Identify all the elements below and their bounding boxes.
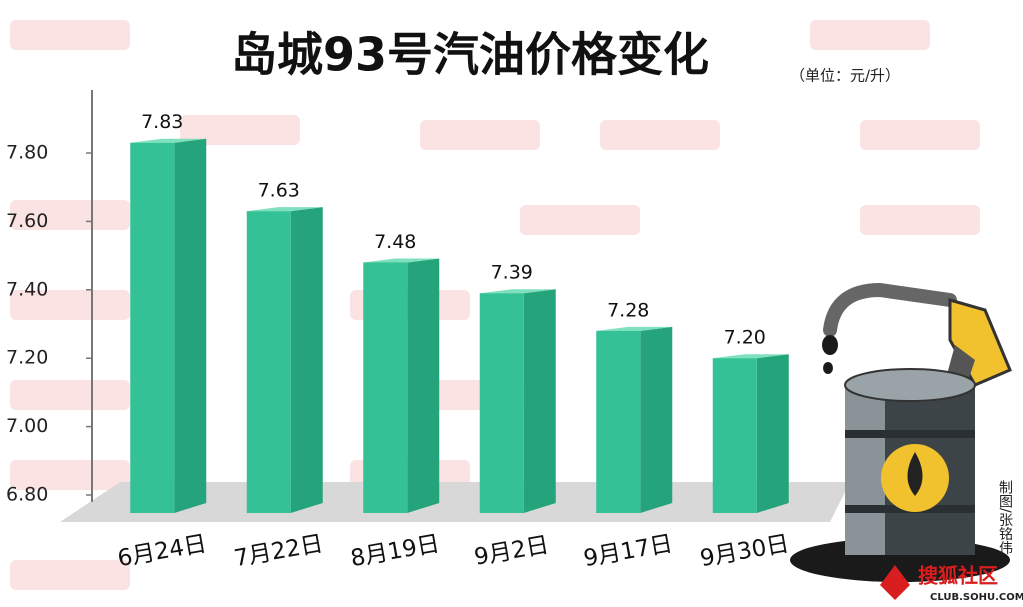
bar-side <box>174 138 207 514</box>
y-tick-label: 7.00 <box>6 415 48 437</box>
logo-text: 搜狐社区 <box>918 564 998 588</box>
y-tick-label: 7.20 <box>6 347 48 369</box>
bar-top <box>363 258 440 263</box>
y-tick-label: 7.40 <box>6 278 48 300</box>
bar <box>246 211 291 513</box>
bar-top <box>246 207 323 212</box>
chart-title: 岛城93号汽油价格变化 <box>231 28 709 82</box>
bar-side <box>756 354 789 513</box>
bar-top <box>479 289 556 294</box>
bar-top <box>712 354 789 359</box>
bar <box>596 330 641 513</box>
bar-side <box>523 289 556 513</box>
bar-side <box>290 207 323 513</box>
oil-barrel-illustration <box>790 282 1012 582</box>
credit: 制图/张铭伟 <box>997 480 1013 555</box>
bar-side <box>407 258 440 513</box>
chart-subtitle: （单位：元/升） <box>790 67 900 85</box>
y-tick-label: 7.80 <box>6 142 48 164</box>
bar <box>363 262 408 513</box>
bar <box>712 358 757 513</box>
value-label: 7.63 <box>258 180 300 202</box>
bar-top <box>130 138 207 143</box>
value-label: 7.83 <box>141 111 183 133</box>
value-label: 7.20 <box>724 327 766 349</box>
bar-side <box>640 326 673 513</box>
logo-url: CLUB.SOHU.COM <box>930 592 1023 603</box>
bar <box>130 142 175 514</box>
bar-top <box>596 326 673 331</box>
logo-icon <box>880 565 910 600</box>
value-label: 7.39 <box>491 262 533 284</box>
value-label: 7.48 <box>374 231 416 253</box>
y-tick-label: 6.80 <box>6 484 48 506</box>
value-label: 7.28 <box>607 299 649 321</box>
plot-area: 6.807.007.207.407.607.807.836月24日7.637月2… <box>6 111 791 572</box>
bar <box>479 293 524 513</box>
y-tick-label: 7.60 <box>6 210 48 232</box>
